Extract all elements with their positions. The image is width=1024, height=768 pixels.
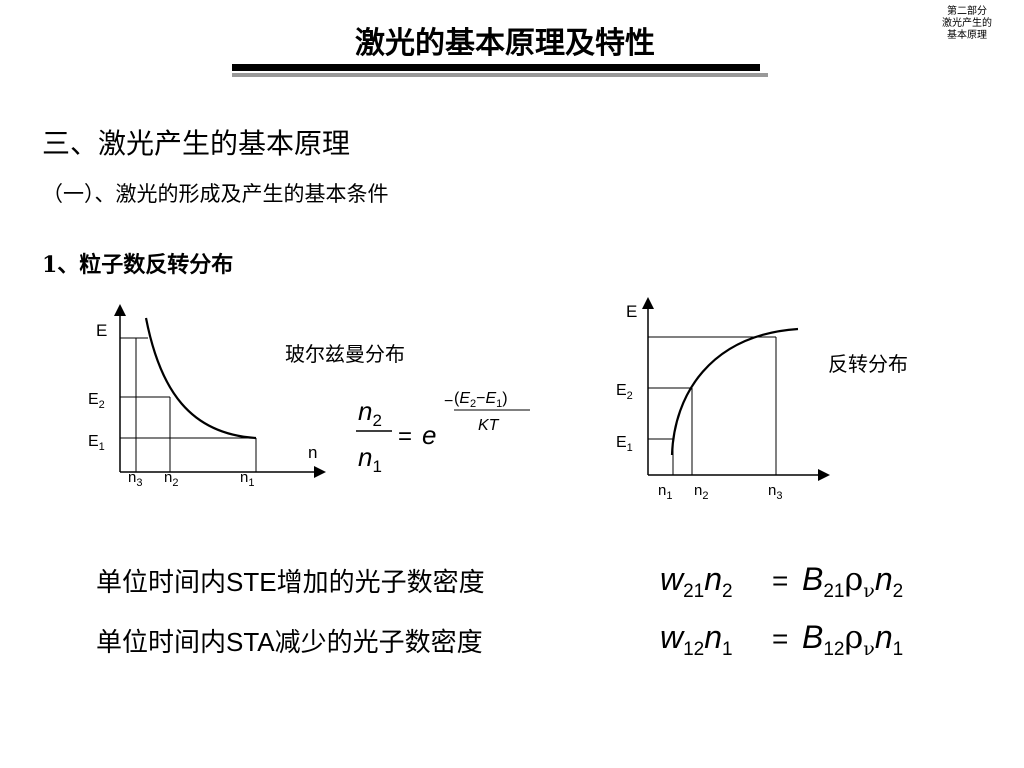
formula-sta: w12n1 = B12ρνn1 — [660, 618, 903, 660]
section-tag-line: 基本原理 — [947, 30, 987, 41]
formula-numerator: n2 — [358, 396, 382, 430]
exp-numerator: (E2−E1) — [454, 390, 508, 410]
statement-sta: 单位时间内STA减少的光子数密度 — [96, 627, 483, 657]
svg-text:=: = — [772, 623, 788, 654]
level-label-e1: E1 — [616, 434, 633, 454]
subsection-heading: （一）、激光的形成及产生的基本条件 — [42, 182, 389, 206]
level-label-e1: E1 — [88, 433, 105, 453]
inverted-diagram: E E2 E1 n1 n2 n3 — [616, 297, 830, 502]
svg-text:=: = — [772, 565, 788, 596]
inverted-curve — [670, 327, 799, 456]
item-heading: 1、粒子数反转分布 — [42, 252, 234, 278]
rate-formulas: w21n2 = B21ρνn2 w12n1 = B12ρνn1 — [660, 560, 903, 660]
formula-denominator: n1 — [358, 442, 382, 476]
equals-sign: = — [398, 423, 412, 450]
exp-base: e — [422, 420, 436, 450]
statement-ste: 单位时间内STE增加的光子数密度 — [96, 567, 485, 597]
svg-text:w12n1: w12n1 — [660, 619, 733, 660]
page-title: 激光的基本原理及特性 — [355, 26, 655, 61]
tick-n2: n2 — [694, 482, 708, 502]
level-label-e2: E2 — [616, 382, 633, 402]
level-label-e2: E2 — [88, 391, 105, 411]
formula-ste: w21n2 = B21ρνn2 — [660, 560, 903, 602]
exp-minus: − — [444, 393, 453, 410]
tick-n3: n3 — [768, 482, 782, 502]
svg-text:w21n2: w21n2 — [660, 561, 733, 602]
title-underline-shadow — [232, 73, 768, 77]
title-underline — [232, 64, 760, 71]
exp-denominator: KT — [478, 417, 500, 434]
y-axis-label: E — [96, 321, 107, 340]
x-axis-label: n — [308, 443, 317, 462]
svg-text:B21ρνn2: B21ρνn2 — [802, 560, 903, 602]
svg-text:B12ρνn1: B12ρνn1 — [802, 618, 903, 660]
section-heading: 三、激光产生的基本原理 — [42, 127, 351, 160]
boltzmann-caption: 玻尔兹曼分布 — [285, 342, 405, 366]
section-tag-line: 第二部分 — [947, 6, 987, 17]
y-axis-label: E — [626, 302, 637, 321]
section-tag: 第二部分 激光产生的 基本原理 — [932, 6, 1002, 42]
boltzmann-curve — [144, 317, 257, 440]
inverted-caption: 反转分布 — [828, 352, 908, 376]
boltzmann-formula: n2 n1 = e − (E2−E1) KT — [356, 390, 530, 476]
boltzmann-diagram: E n E2 E1 n3 n2 n1 — [88, 304, 326, 489]
tick-n1: n1 — [658, 482, 672, 502]
section-tag-line: 激光产生的 — [942, 18, 992, 29]
